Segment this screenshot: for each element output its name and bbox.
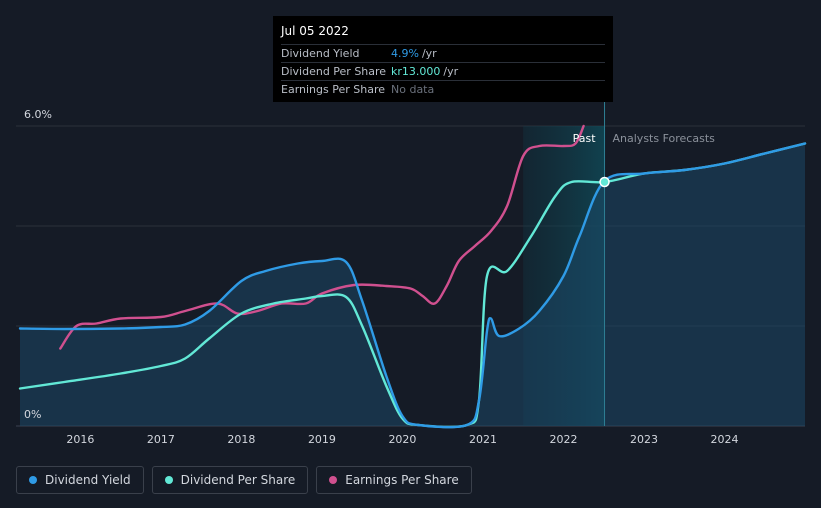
- x-axis-ticks: 2016 2017 2018 2019 2020 2021 2022 2023 2024: [66, 433, 738, 446]
- legend-item-dividend-yield[interactable]: Dividend Yield: [16, 466, 144, 494]
- series-areas: [20, 143, 805, 428]
- x-tick-label: 2018: [227, 433, 255, 446]
- legend-dot-icon: [29, 476, 37, 484]
- y-tick-top: 6.0%: [24, 108, 52, 121]
- forecast-label: Analysts Forecasts: [613, 132, 716, 145]
- tooltip-label: Earnings Per Share: [281, 83, 386, 96]
- dividend-yield-area: [20, 143, 805, 428]
- past-label: Past: [573, 132, 597, 145]
- legend-dot-icon: [329, 476, 338, 484]
- x-tick-label: 2021: [469, 433, 497, 446]
- legend-label: Dividend Per Share: [180, 473, 296, 487]
- x-tick-label: 2023: [630, 433, 658, 446]
- x-tick-label: 2016: [66, 433, 94, 446]
- legend-label: Earnings Per Share: [345, 473, 459, 487]
- tooltip-row-dividend-yield: Dividend Yield 4.9% /yr: [281, 44, 605, 62]
- x-tick-label: 2019: [308, 433, 336, 446]
- tooltip-value: 4.9%: [391, 47, 419, 60]
- x-tick-label: 2017: [147, 433, 175, 446]
- tooltip-value: kr13.000: [391, 65, 441, 78]
- tooltip: Jul 05 2022 Dividend Yield 4.9% /yr Divi…: [273, 16, 613, 102]
- tooltip-value: No data: [391, 83, 435, 96]
- tooltip-label: Dividend Yield: [281, 47, 360, 60]
- hover-marker[interactable]: [599, 176, 610, 188]
- x-tick-label: 2020: [388, 433, 416, 446]
- tooltip-row-earnings-per-share: Earnings Per Share No data: [281, 80, 605, 98]
- tooltip-date: Jul 05 2022: [281, 24, 349, 38]
- legend-item-earnings-per-share[interactable]: Earnings Per Share: [316, 466, 472, 494]
- tooltip-unit: /yr: [421, 47, 437, 60]
- y-tick-bottom: 0%: [24, 408, 41, 421]
- x-tick-label: 2022: [549, 433, 577, 446]
- legend-dot-icon: [164, 476, 173, 484]
- legend-item-dividend-per-share[interactable]: Dividend Per Share: [151, 466, 309, 494]
- tooltip-label: Dividend Per Share: [281, 65, 387, 78]
- tooltip-row-dividend-per-share: Dividend Per Share kr13.000 /yr: [281, 62, 605, 80]
- tooltip-unit: /yr: [443, 65, 459, 78]
- earnings-per-share-line: [59, 124, 585, 350]
- legend: Dividend Yield Dividend Per Share Earnin…: [16, 466, 472, 494]
- x-tick-label: 2024: [710, 433, 738, 446]
- legend-label: Dividend Yield: [45, 473, 131, 487]
